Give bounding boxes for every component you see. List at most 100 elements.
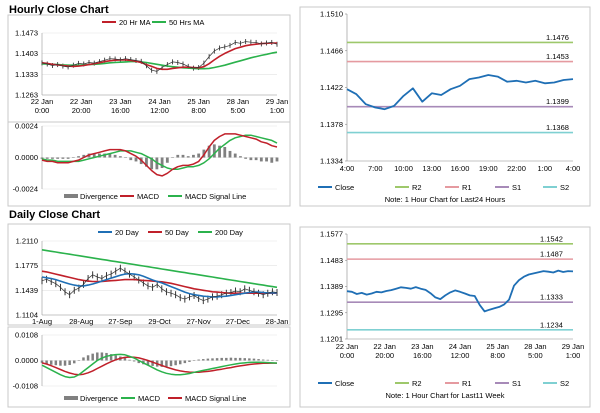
divergence-bar [211, 358, 214, 361]
x-tick-label: 12:00 [150, 106, 169, 115]
x-tick-label: 16:00 [413, 351, 432, 360]
y-tick-label: 1.1422 [320, 83, 343, 92]
y-tick-label: 0.0024 [15, 122, 38, 131]
x-tick-label: 20:00 [72, 106, 91, 115]
hourly-macd-frame [7, 121, 291, 207]
divergence-bar [244, 157, 248, 159]
divergence-bar [220, 357, 223, 361]
divergence-bar [49, 360, 53, 365]
divergence-bar [145, 157, 148, 167]
y-tick-label: -0.0108 [13, 382, 38, 391]
divergence-bar [234, 357, 237, 361]
divergence-bar [61, 157, 65, 159]
legend-label: 200 Day [215, 228, 243, 237]
legend-label: Divergence [80, 192, 118, 201]
level-label-s2: 1.1368 [546, 123, 569, 132]
divergence-bar [275, 157, 279, 162]
divergence-bar [96, 352, 99, 361]
y-tick-label: 0.0000 [15, 153, 38, 162]
y-tick-label: 1.1378 [320, 120, 343, 129]
chart-note: Note: 1 Hour Chart for Last24 Hours [385, 195, 506, 204]
divergence-bar [86, 355, 90, 361]
divergence-bar [40, 360, 44, 363]
legend-label: MACD [138, 394, 161, 403]
divergence-bar [71, 157, 75, 158]
x-tick-label: 22 Jan [70, 97, 93, 106]
y-tick-label: 1.1104 [16, 311, 38, 320]
x-tick-label: 12:00 [451, 351, 470, 360]
divergence-bar [63, 360, 67, 366]
divergence-bar [254, 157, 258, 161]
legend-swatch [64, 396, 78, 400]
x-tick-label: 5:00 [528, 351, 543, 360]
legend-label: R1 [462, 183, 472, 192]
x-tick-label: 16:00 [451, 164, 470, 173]
divergence-bar [59, 360, 62, 366]
legend-label: MACD [137, 192, 160, 201]
divergence-bar [266, 359, 270, 361]
x-tick-label: 29-Oct [148, 317, 171, 326]
legend-label: MACD Signal Line [185, 192, 246, 201]
divergence-bar [270, 157, 274, 163]
x-tick-label: 29 Jan [266, 97, 289, 106]
series-line-close [41, 41, 278, 72]
divergence-bar [73, 360, 76, 364]
legend-label: S1 [512, 183, 521, 192]
daily-price-frame [7, 223, 291, 326]
daily-macd-frame [7, 326, 291, 408]
divergence-bar [51, 157, 54, 159]
series-line-20hr-ma [41, 42, 277, 71]
legend-label: 50 Hrs MA [169, 18, 204, 27]
divergence-bar [233, 153, 237, 158]
hourly-section-title: Hourly Close Chart [9, 4, 109, 16]
divergence-bar [54, 360, 58, 366]
y-tick-label: 1.1510 [320, 10, 343, 19]
divergence-bar [178, 360, 182, 365]
divergence-bar [259, 157, 263, 162]
x-tick-label: 16:00 [111, 106, 130, 115]
legend-label: Close [335, 183, 354, 192]
legend-label: Close [335, 379, 354, 388]
divergence-bar [45, 157, 49, 159]
x-tick-label: 27-Sep [108, 317, 132, 326]
x-tick-label: 24 Jan [148, 97, 171, 106]
chart-note: Note: 1 Hour Chart for Last11 Week [386, 391, 505, 400]
divergence-bar [188, 360, 191, 362]
x-tick-label: 27-Nov [187, 317, 211, 326]
x-tick-label: 23 Jan [411, 342, 434, 351]
divergence-bar [275, 360, 279, 361]
x-tick-label: 28 Jan [524, 342, 547, 351]
series-line-macd-signal [41, 134, 278, 171]
x-tick-label: 10:00 [394, 164, 413, 173]
y-tick-label: 0.0000 [15, 356, 38, 365]
divergence-bar [40, 157, 44, 159]
level-label-r2: 1.1542 [540, 234, 563, 243]
x-tick-label: 13:00 [422, 164, 441, 173]
series-line-20-day [41, 272, 277, 298]
divergence-bar [174, 360, 177, 366]
y-tick-label: 1.1295 [320, 308, 343, 317]
divergence-bar [91, 353, 94, 361]
x-tick-label: 29 Jan [562, 342, 585, 351]
legend-label: MACD Signal Line [185, 394, 246, 403]
divergence-bar [228, 150, 232, 158]
divergence-bar [100, 352, 104, 361]
divergence-bar [77, 360, 81, 361]
legend-label: S2 [560, 183, 569, 192]
divergence-bar [118, 156, 122, 158]
y-tick-label: 1.1466 [320, 46, 343, 55]
divergence-bar [68, 360, 71, 365]
divergence-bar [207, 145, 211, 158]
divergence-bar [192, 154, 195, 158]
divergence-bar [183, 360, 187, 364]
x-tick-label: 8:00 [191, 106, 206, 115]
x-tick-label: 19:00 [479, 164, 498, 173]
level-label-r1: 1.1487 [540, 250, 563, 259]
series-line-macd [41, 353, 278, 379]
x-tick-label: 25 Jan [187, 97, 210, 106]
divergence-bar [128, 359, 131, 361]
y-tick-label: 1.1263 [15, 91, 38, 100]
level-label-s2: 1.1234 [540, 320, 563, 329]
x-tick-label: 27-Dec [226, 317, 250, 326]
x-tick-label: 4:00 [340, 164, 355, 173]
